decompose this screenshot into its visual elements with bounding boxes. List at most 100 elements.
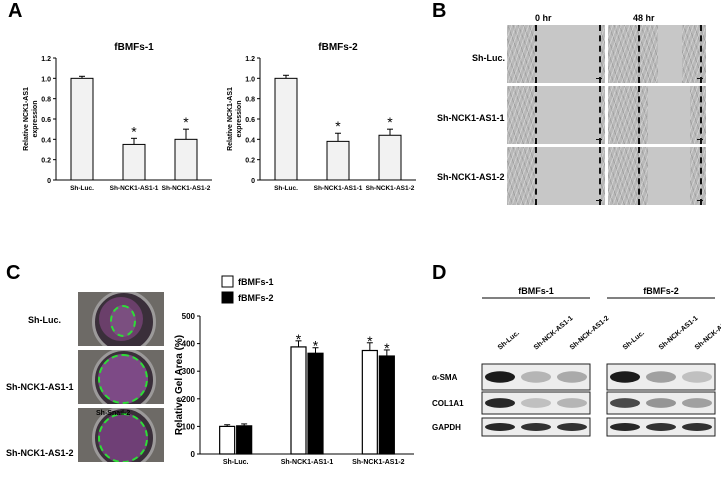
bar (361, 349, 378, 455)
y-tick-label: 0.4 (245, 137, 255, 144)
chart-title: fBMFs-1 (114, 42, 154, 53)
y-axis-label: Relative NCK1-AS1 expression (23, 87, 39, 151)
scratch-image-row1-0hr (507, 25, 605, 83)
significance-mark: * (296, 331, 302, 347)
gel-photo-row2 (78, 350, 164, 404)
y-axis-label: Relative Gel Area (%) (174, 335, 185, 435)
significance-mark: * (384, 340, 390, 356)
significance-mark: * (367, 333, 373, 349)
bar (307, 352, 324, 455)
bar (326, 140, 350, 181)
y-tick-label: 400 (182, 340, 196, 349)
blot-group-label: fBMFs-2 (643, 286, 679, 296)
timepoint-label-48hr: 48 hr (633, 13, 655, 23)
x-tick-label: Sh-Luc. (274, 185, 298, 192)
blot-band (557, 371, 587, 383)
blot-group-label: fBMFs-1 (518, 286, 554, 296)
y-tick-label: 0 (191, 450, 196, 459)
y-tick-label: 0.2 (41, 158, 51, 165)
legend-label: fBMFs-1 (238, 277, 274, 287)
bar (378, 355, 395, 455)
bar (70, 77, 94, 181)
scratch-image-row3-48hr (608, 147, 706, 205)
blot-lane-label: Sh-NCK-AS1-2 (569, 315, 611, 352)
legend-swatch (221, 275, 234, 288)
scratch-image-row2-0hr (507, 86, 605, 144)
blot-band (682, 423, 712, 431)
blot-band (557, 423, 587, 431)
y-tick-label: 0.8 (41, 97, 51, 104)
x-tick-label: Sh-Luc. (70, 185, 94, 192)
bar (219, 425, 236, 455)
bar (290, 346, 307, 455)
legend-swatch (221, 291, 234, 304)
blot-lane-label: Sh-Luc. (622, 330, 646, 352)
x-tick-label: Sh-NCK1-AS1-1 (110, 185, 159, 192)
gel-photo-row3: Sh-Snail-2 (78, 408, 164, 462)
panel-letter-d: D (432, 262, 447, 284)
photo-overlay-text: Sh-Snail-2 (96, 410, 131, 417)
blot-band (557, 398, 587, 408)
blot-band (485, 398, 515, 408)
blot-band (682, 398, 712, 408)
timepoint-label-0hr: 0 hr (535, 13, 552, 23)
gel-row-label-3: Sh-NCK1-AS1-2 (6, 448, 74, 458)
blot-strip (606, 391, 716, 415)
y-tick-label: 1.2 (245, 56, 255, 63)
bar (274, 77, 298, 181)
x-tick-label: Sh-NCK1-AS1-2 (352, 459, 405, 466)
y-tick-label: 0.6 (41, 117, 51, 124)
significance-mark: * (335, 118, 341, 134)
scratch-row-label-1: Sh-Luc. (472, 53, 505, 63)
blot-band (521, 371, 551, 383)
y-tick-label: 0.6 (245, 117, 255, 124)
significance-mark: * (313, 338, 319, 354)
bar (236, 425, 253, 455)
scratch-image-row2-48hr (608, 86, 706, 144)
blot-band (646, 423, 676, 431)
y-tick-label: 1.0 (41, 76, 51, 83)
panel-letter-a: A (8, 0, 23, 22)
bar (378, 134, 402, 181)
y-tick-label: 1.0 (245, 76, 255, 83)
blot-band (610, 423, 640, 431)
blot-protein-label: COL1A1 (432, 399, 464, 408)
scratch-image-row1-48hr (608, 25, 706, 83)
blot-band (485, 423, 515, 431)
y-tick-label: 200 (182, 395, 196, 404)
gel-row-label-2: Sh-NCK1-AS1-1 (6, 382, 74, 392)
y-tick-label: 0.2 (245, 158, 255, 165)
gel-photo-row1 (78, 292, 164, 346)
blot-band (646, 371, 676, 383)
blot-band (610, 398, 640, 408)
panel-letter-c: C (6, 262, 21, 284)
y-tick-label: 0 (251, 178, 255, 185)
gel-area-chart: fBMFs-1 fBMFs-2 0 100 200 300 400 500 Relative G… (174, 275, 414, 466)
significance-mark: * (131, 123, 137, 139)
blot-band (521, 423, 551, 431)
y-tick-label: 0 (47, 178, 51, 185)
y-tick-label: 100 (182, 422, 196, 431)
y-tick-label: 500 (182, 312, 196, 321)
blot-band (646, 398, 676, 408)
blot-protein-label: GAPDH (432, 423, 461, 432)
y-tick-label: 300 (182, 367, 196, 376)
y-tick-label: 0.8 (245, 97, 255, 104)
x-tick-label: Sh-NCK1-AS1-2 (162, 185, 211, 192)
bar (174, 138, 198, 181)
western-blot: fBMFs-1Sh-Luc. Sh-NCK-AS1-1Sh-NCK-AS1-2fB… (432, 286, 721, 437)
scratch-image-row3-0hr (507, 147, 605, 205)
gel-row-label-1: Sh-Luc. (28, 315, 61, 325)
x-tick-label: Sh-NCK1-AS1-2 (366, 185, 415, 192)
knockdown-chart-fbmfs-2: fBMFs-2 0 0.2 0.4 0.6 0.8 1.0 1.2 Relative NCK1-… (227, 42, 416, 192)
legend-label: fBMFs-2 (238, 293, 274, 303)
significance-mark: * (183, 114, 189, 130)
blot-lane-label: Sh-Luc. (497, 330, 521, 352)
scratch-row-label-3: Sh-NCK1-AS1-2 (437, 172, 505, 182)
blot-band (610, 371, 640, 383)
x-tick-label: Sh-NCK1-AS1-1 (281, 459, 334, 466)
blot-band (682, 371, 712, 383)
y-tick-label: 0.4 (41, 137, 51, 144)
blot-protein-label: α-SMA (432, 373, 458, 382)
blot-strip (481, 391, 591, 415)
